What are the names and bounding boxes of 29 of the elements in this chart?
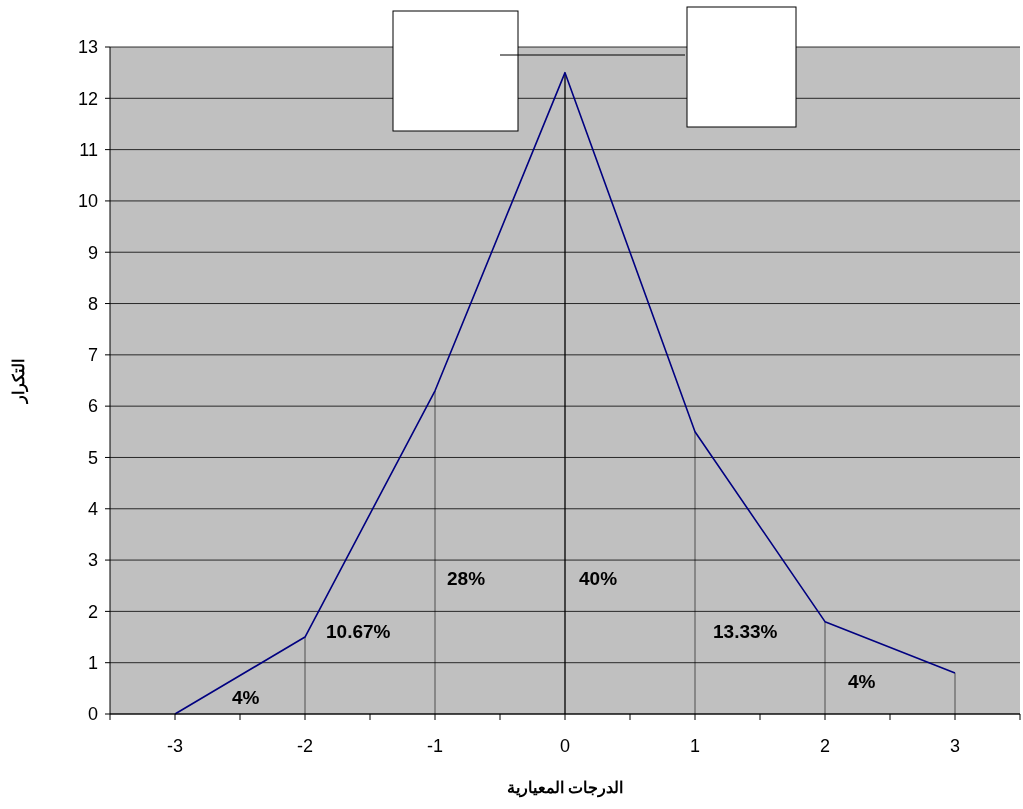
y-tick-label: 9 xyxy=(87,242,98,263)
y-tick-label: 12 xyxy=(77,88,98,109)
y-tick-label: 6 xyxy=(87,396,98,417)
x-tick-label: 2 xyxy=(819,736,831,756)
y-tick-label: 2 xyxy=(87,601,98,622)
x-tick-label: -1 xyxy=(426,736,444,756)
y-tick-label: 10 xyxy=(77,191,98,212)
y-tick-label: 0 xyxy=(87,704,98,725)
x-tick-label: -2 xyxy=(296,736,314,756)
x-tick-label: 1 xyxy=(689,736,701,756)
y-tick-label: 13 xyxy=(77,37,98,58)
y-tick-label: 8 xyxy=(87,293,98,314)
x-tick-label: 3 xyxy=(949,736,961,756)
y-tick-label: 1 xyxy=(87,652,98,673)
annotation: 40% xyxy=(579,568,618,589)
annotation: 28% xyxy=(447,568,486,589)
y-tick-label: 3 xyxy=(87,550,98,571)
y-axis-title: التكرار xyxy=(10,358,29,404)
annotation: 4% xyxy=(232,687,260,708)
y-tick-label: 4 xyxy=(87,499,98,520)
y-tick-label: 11 xyxy=(79,139,98,160)
y-tick-label: 5 xyxy=(87,447,98,468)
annotation: 13.33% xyxy=(713,621,778,642)
y-tick-label: 7 xyxy=(87,345,98,366)
annotation: 4% xyxy=(848,671,876,692)
x-tick-label: -3 xyxy=(166,736,184,756)
annotation: 10.67% xyxy=(326,621,391,642)
x-tick-label: 0 xyxy=(559,736,571,756)
x-axis-title: الدرجات المعيارية xyxy=(506,779,624,798)
